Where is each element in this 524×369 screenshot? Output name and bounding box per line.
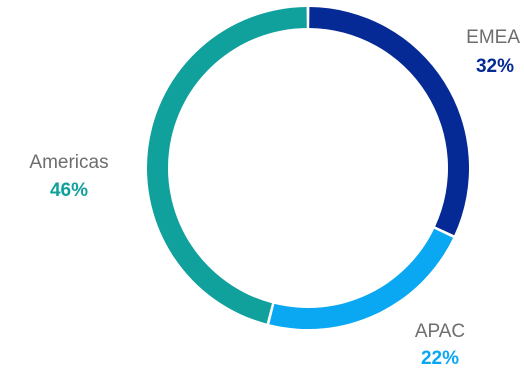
label-apac-value: 22% xyxy=(421,348,459,369)
slice-apac xyxy=(269,228,454,329)
label-apac-name: APAC xyxy=(415,321,465,342)
label-apac: APAC 22% xyxy=(415,321,465,369)
label-emea-value: 32% xyxy=(476,56,514,77)
slice-americas xyxy=(147,7,307,324)
slice-emea xyxy=(309,7,469,236)
donut-slices xyxy=(147,7,469,329)
label-emea: EMEA 32% xyxy=(466,27,520,77)
label-emea-name: EMEA xyxy=(466,27,520,48)
label-americas: Americas 46% xyxy=(29,152,108,201)
label-americas-name: Americas xyxy=(29,152,108,173)
label-americas-value: 46% xyxy=(50,180,88,201)
